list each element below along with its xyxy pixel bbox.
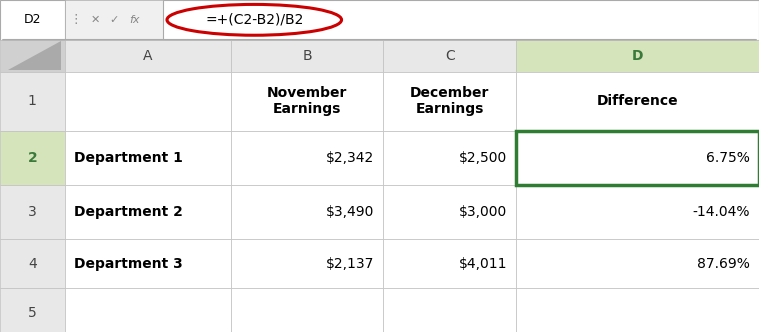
Bar: [231, 185, 383, 239]
Text: fx: fx: [129, 15, 140, 25]
Bar: [65, 185, 231, 239]
Bar: [65, 72, 231, 131]
Bar: [383, 40, 516, 72]
Bar: [65, 239, 231, 288]
Bar: [0, 72, 65, 131]
Text: D: D: [631, 49, 644, 63]
Bar: [0, 239, 65, 288]
Bar: [0, 185, 65, 239]
Text: Department 2: Department 2: [74, 205, 182, 219]
Text: December
Earnings: December Earnings: [410, 86, 490, 117]
Text: $3,000: $3,000: [458, 205, 507, 219]
Polygon shape: [8, 41, 61, 70]
Text: $2,342: $2,342: [326, 151, 374, 165]
Bar: [65, 288, 231, 332]
Bar: [516, 185, 759, 239]
Text: Department 3: Department 3: [74, 257, 182, 271]
Bar: [516, 72, 759, 131]
Bar: [516, 40, 759, 72]
Bar: [65, 131, 231, 185]
Text: ✕: ✕: [90, 15, 99, 25]
Text: $3,490: $3,490: [326, 205, 374, 219]
Bar: [383, 72, 516, 131]
Text: ⋮: ⋮: [70, 13, 82, 26]
Text: -14.04%: -14.04%: [692, 205, 750, 219]
Bar: [65, 40, 231, 72]
Bar: [0, 131, 65, 185]
Bar: [516, 131, 759, 185]
Bar: [231, 239, 383, 288]
Text: $2,500: $2,500: [458, 151, 507, 165]
Bar: [231, 40, 383, 72]
Bar: [383, 239, 516, 288]
Bar: [0, 0, 759, 40]
Text: =+(C2-B2)/B2: =+(C2-B2)/B2: [205, 13, 304, 27]
Text: 1: 1: [28, 94, 36, 108]
Text: 2: 2: [27, 151, 37, 165]
Text: D2: D2: [24, 13, 41, 26]
Text: C: C: [445, 49, 455, 63]
Text: 87.69%: 87.69%: [697, 257, 750, 271]
Bar: [0, 288, 65, 332]
Text: November
Earnings: November Earnings: [267, 86, 348, 117]
Bar: [0, 0, 65, 40]
Text: Department 1: Department 1: [74, 151, 182, 165]
Bar: [516, 239, 759, 288]
Bar: [383, 131, 516, 185]
Text: 4: 4: [28, 257, 36, 271]
Bar: [516, 131, 759, 185]
Bar: [383, 288, 516, 332]
Text: 5: 5: [28, 306, 36, 320]
Bar: [231, 288, 383, 332]
Text: 3: 3: [28, 205, 36, 219]
Bar: [231, 131, 383, 185]
Text: 6.75%: 6.75%: [706, 151, 750, 165]
Bar: [383, 185, 516, 239]
Text: B: B: [303, 49, 312, 63]
Text: ✓: ✓: [109, 15, 118, 25]
Bar: [0, 40, 65, 72]
Bar: [65, 0, 163, 40]
Text: A: A: [143, 49, 153, 63]
Bar: [231, 72, 383, 131]
Text: $2,137: $2,137: [326, 257, 374, 271]
Bar: [516, 288, 759, 332]
Text: Difference: Difference: [597, 94, 679, 108]
Text: $4,011: $4,011: [458, 257, 507, 271]
Bar: [163, 0, 759, 40]
